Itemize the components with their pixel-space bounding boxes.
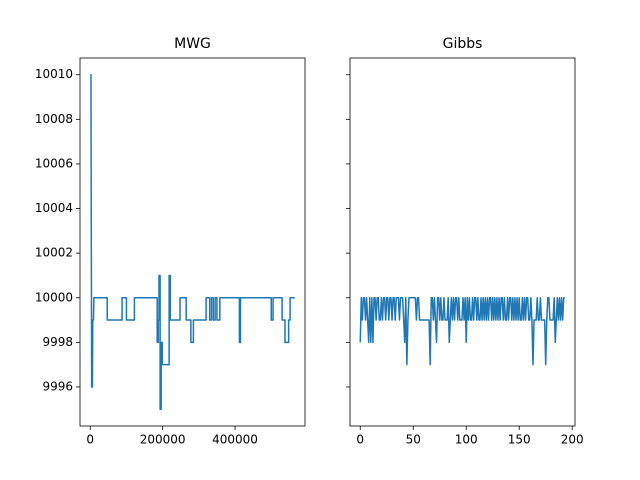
data-line: [90, 73, 295, 411]
x-tick-label: 200: [561, 433, 584, 447]
y-tick-label: 10002: [35, 246, 73, 260]
x-tick-label: 0: [356, 433, 364, 447]
y-tick-label: 10008: [35, 112, 73, 126]
y-tick-label: 9998: [42, 335, 73, 349]
x-tick-label: 200000: [140, 433, 186, 447]
x-tick-label: 100: [455, 433, 478, 447]
y-tick-label: 10000: [35, 290, 73, 304]
x-tick-label: 400000: [212, 433, 258, 447]
axes-frame: [79, 57, 306, 427]
y-tick-label: 10004: [35, 201, 73, 215]
chart-title: Gibbs: [443, 36, 483, 52]
y-tick-label: 10010: [35, 67, 73, 81]
x-tick-label: 50: [406, 433, 421, 447]
axes-frame: [349, 57, 576, 427]
data-line: [359, 297, 565, 366]
x-tick-label: 0: [86, 433, 94, 447]
x-tick-label: 150: [508, 433, 531, 447]
chart-title: MWG: [174, 36, 211, 52]
y-tick-label: 10006: [35, 156, 73, 170]
y-tick-label: 9996: [42, 379, 73, 393]
